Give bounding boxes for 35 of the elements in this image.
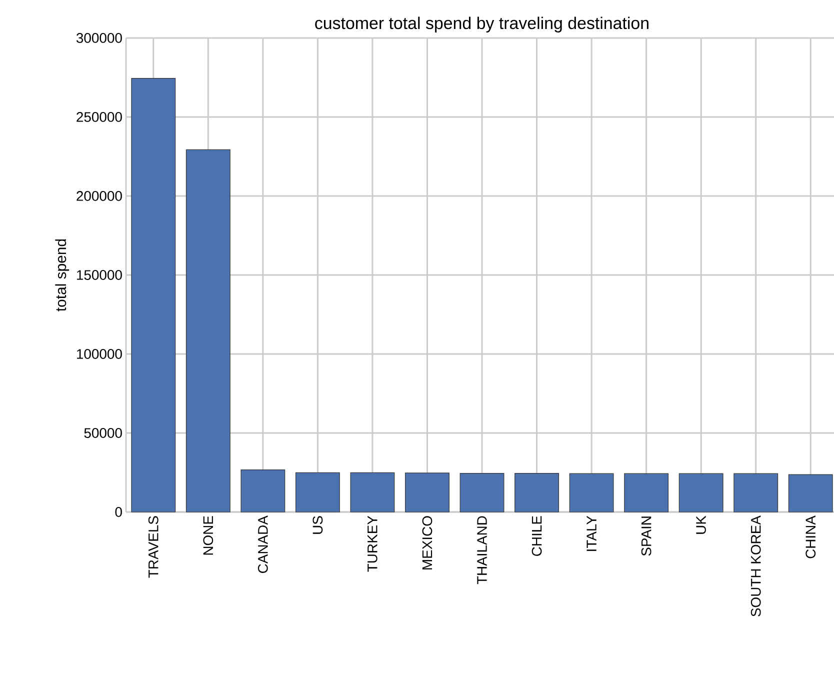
x-tick-label: US bbox=[312, 516, 323, 534]
x-tick-label: CHILE bbox=[532, 516, 542, 556]
x-tick-label: TRAVELS bbox=[148, 516, 158, 578]
y-tick-label: 150000 bbox=[77, 270, 122, 280]
bar bbox=[295, 472, 340, 512]
bar bbox=[788, 474, 833, 512]
x-tick-label: SPAIN bbox=[641, 516, 652, 556]
y-tick-label: 0 bbox=[115, 507, 122, 517]
bar bbox=[131, 78, 176, 512]
bar bbox=[350, 472, 395, 512]
y-axis-title: total spend bbox=[55, 239, 70, 312]
bar bbox=[624, 473, 669, 512]
bar bbox=[514, 472, 559, 512]
x-tick-label: TURKEY bbox=[368, 516, 378, 572]
x-tick-label: CHINA bbox=[806, 516, 816, 558]
bar bbox=[405, 472, 450, 512]
chart-title: customer total spend by traveling destination bbox=[315, 16, 648, 32]
bar bbox=[569, 473, 614, 512]
bar bbox=[678, 473, 724, 512]
x-tick-label: SOUTH KOREA bbox=[750, 516, 761, 616]
x-tick-label: MEXICO bbox=[422, 516, 432, 570]
y-tick-label: 100000 bbox=[77, 349, 122, 359]
x-tick-label: THAILAND bbox=[477, 516, 487, 584]
x-tick-label: ITALY bbox=[586, 516, 596, 551]
y-tick-label: 200000 bbox=[76, 191, 122, 201]
y-tick-label: 300000 bbox=[76, 33, 122, 43]
y-tick-label: 50000 bbox=[84, 428, 122, 438]
x-tick-label: UK bbox=[696, 516, 706, 534]
x-tick-label: NONE bbox=[203, 516, 214, 555]
bar bbox=[240, 470, 286, 512]
x-tick-label: CANADA bbox=[258, 516, 268, 573]
bar bbox=[186, 149, 230, 512]
bar bbox=[460, 472, 504, 512]
y-tick-label: 250000 bbox=[76, 112, 122, 122]
bar bbox=[734, 473, 778, 512]
